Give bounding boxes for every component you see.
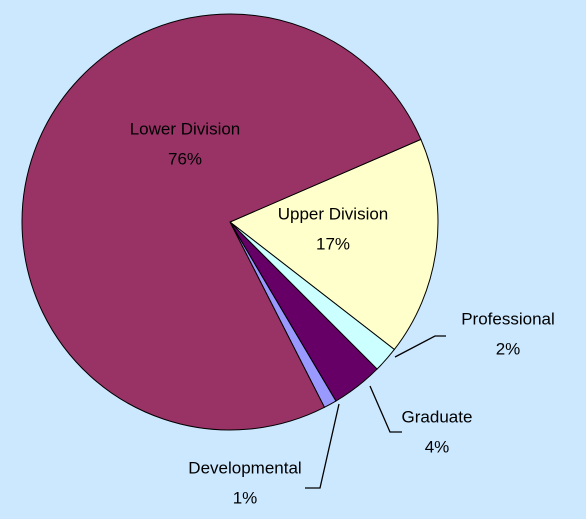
slice-label: Graduate [402,407,473,426]
leader-line [305,403,340,489]
labels: Upper Division 17% Professional 2% Graduate 4… [130,119,555,507]
leader-line [394,335,446,358]
value-label: 76% [168,149,202,168]
pie-slice [21,13,422,431]
value-label: 2% [496,339,521,358]
slice-label: Developmental [188,458,301,477]
pie [21,13,439,431]
slice-label: Lower Division [130,119,241,138]
pie-slice [229,138,439,351]
value-label: 17% [316,234,350,253]
leader-line [369,385,402,433]
slice-label: Upper Division [278,204,389,223]
value-label: 1% [233,488,258,507]
slice-label: Professional [461,309,555,328]
value-label: 4% [425,437,450,456]
